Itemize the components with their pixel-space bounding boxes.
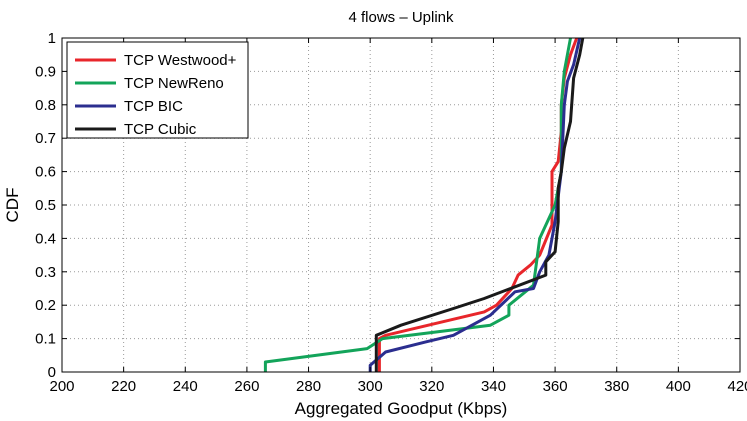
x-tick-label: 220 — [111, 378, 136, 395]
axis-ticks: 200 220 240 260 280 300 320 340 360 380 400 420 0 0.1… — [35, 30, 747, 395]
legend: TCP Westwood+ TCP NewReno TCP BIC TCP Cubic — [66, 41, 249, 139]
legend-box — [66, 41, 249, 139]
x-tick-label: 320 — [419, 378, 444, 395]
legend-label: TCP Cubic — [124, 121, 197, 138]
x-tick-label: 200 — [49, 378, 74, 395]
series-line — [374, 37, 585, 372]
x-tick-label: 400 — [666, 378, 691, 395]
y-tick-label: 0.5 — [35, 197, 56, 214]
y-tick-label: 0.1 — [35, 331, 56, 348]
series-lines — [263, 37, 585, 372]
y-tick-label: 0.8 — [35, 97, 56, 114]
legend-label: TCP Westwood+ — [124, 52, 237, 69]
y-tick-label: 0.2 — [35, 297, 56, 314]
y-tick-label: 1 — [48, 30, 56, 47]
x-tick-label: 420 — [727, 378, 747, 395]
y-axis-title: CDF — [3, 188, 22, 223]
x-tick-label: 280 — [296, 378, 321, 395]
legend-label: TCP BIC — [124, 98, 183, 115]
y-tick-label: 0.7 — [35, 130, 56, 147]
x-tick-label: 300 — [358, 378, 383, 395]
x-tick-label: 360 — [543, 378, 568, 395]
y-tick-label: 0.3 — [35, 264, 56, 281]
y-tick-label: 0 — [48, 364, 56, 381]
x-tick-label: 380 — [604, 378, 629, 395]
y-tick-label: 0.4 — [35, 230, 56, 247]
y-tick-label: 0.9 — [35, 63, 56, 80]
x-axis-title: Aggregated Goodput (Kbps) — [295, 399, 508, 418]
chart-title: 4 flows – Uplink — [348, 9, 454, 26]
series-line — [263, 37, 572, 372]
x-tick-label: 240 — [173, 378, 198, 395]
x-tick-label: 340 — [481, 378, 506, 395]
x-tick-label: 260 — [234, 378, 259, 395]
y-tick-label: 0.6 — [35, 164, 56, 181]
legend-label: TCP NewReno — [124, 75, 224, 92]
